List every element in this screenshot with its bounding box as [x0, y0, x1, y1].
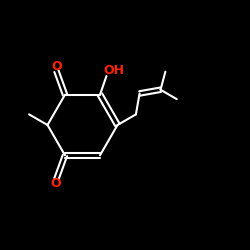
Text: O: O: [50, 177, 60, 190]
Text: OH: OH: [104, 64, 124, 77]
Text: O: O: [51, 60, 62, 73]
